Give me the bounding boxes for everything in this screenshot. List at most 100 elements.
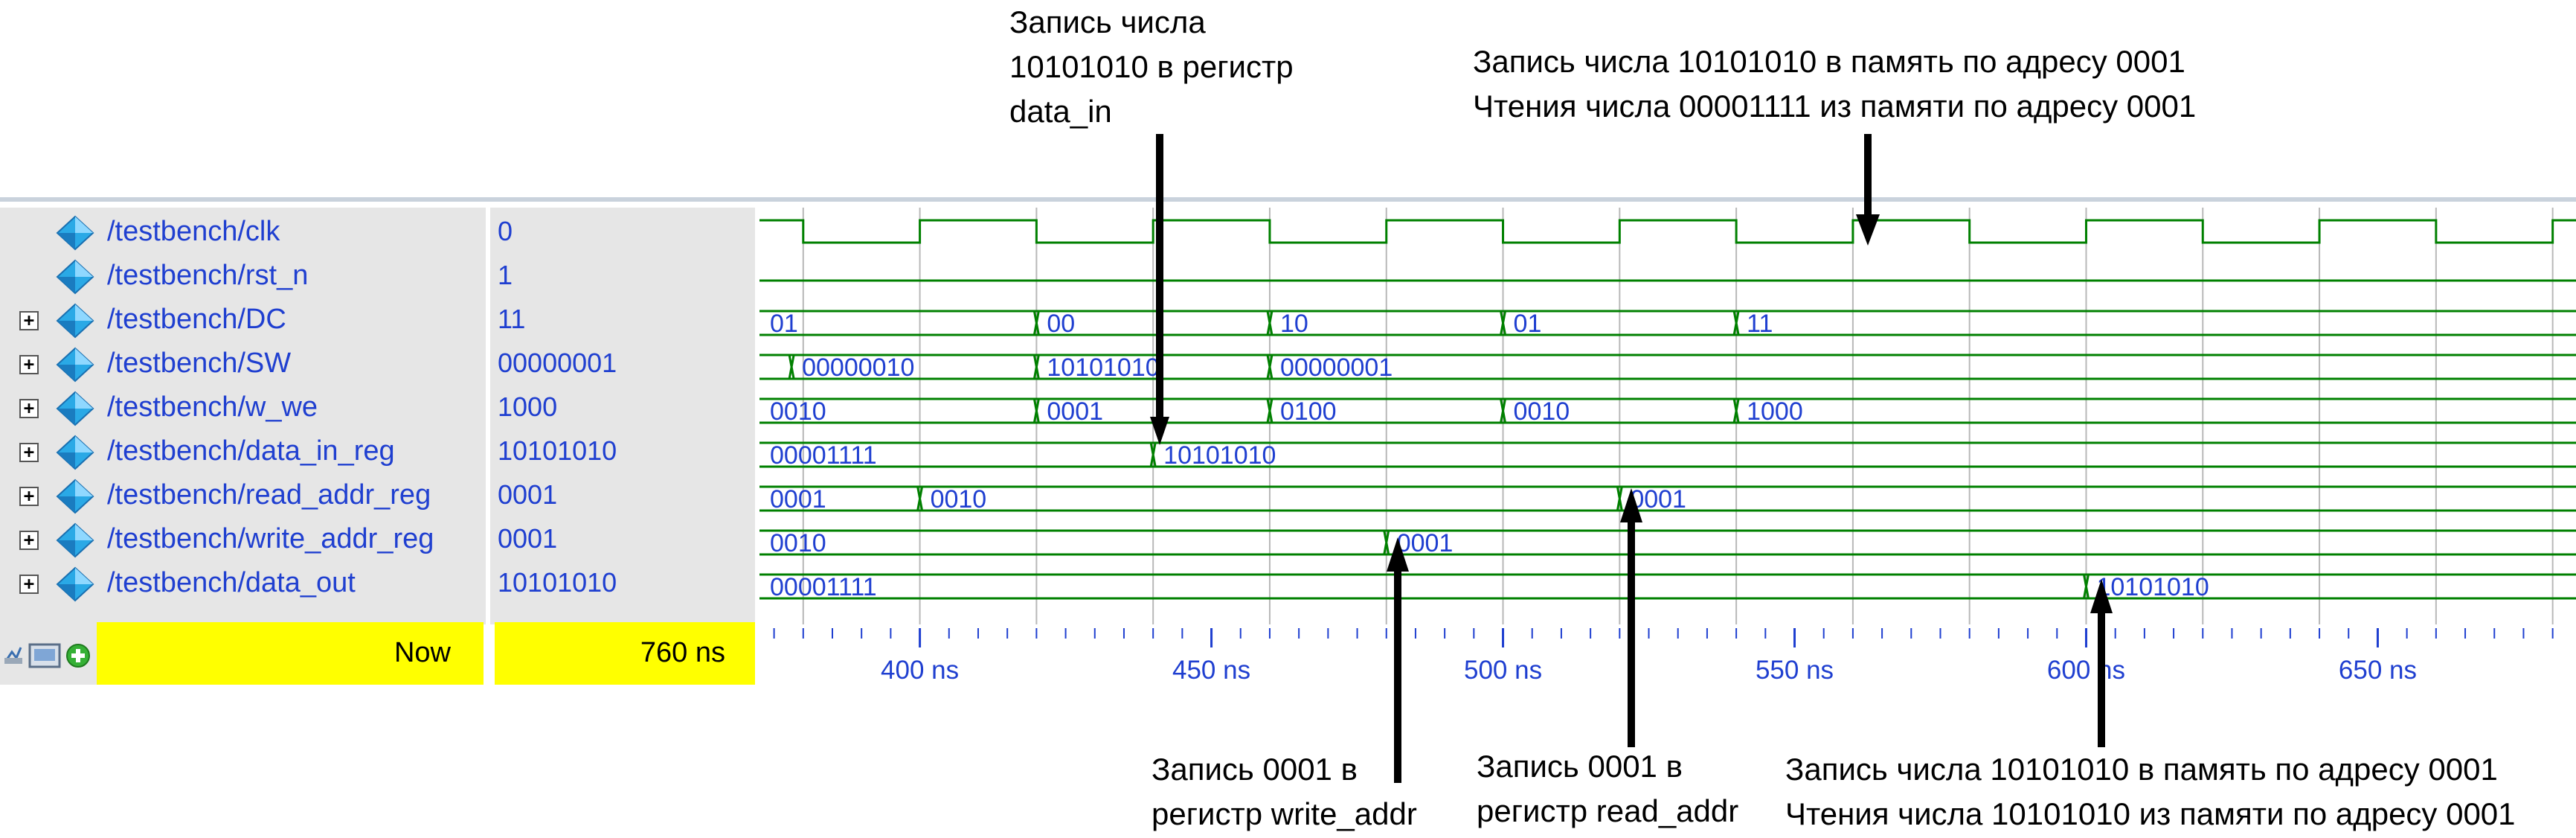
blue-diamond-icon (56, 347, 94, 383)
blue-diamond-icon (56, 566, 94, 602)
bus-transition (1616, 486, 1623, 511)
signal-value-row: 0 (490, 210, 755, 254)
bus-value-label: 0001 (1630, 485, 1686, 514)
zoom-icon[interactable] (28, 643, 61, 668)
annotation-line: Запись числа (1009, 4, 1206, 39)
bus-transition (1266, 398, 1273, 423)
signal-value-row: 00000001 (490, 342, 755, 386)
bus-value-label: 01 (1514, 310, 1542, 338)
signal-names-pane: /testbench/clk/testbench/rst_n + /testbenc… (0, 208, 490, 624)
waveform-pane[interactable]: 01 00 10 01 11 00000010 10101010 00000001 0010 00… (759, 208, 2576, 624)
annotation-line: Запись 0001 в (1152, 752, 1358, 787)
blue-diamond-icon (56, 303, 94, 339)
bus-transition (1149, 442, 1157, 467)
signal-name[interactable]: /testbench/SW (107, 348, 292, 379)
bus-value-label: 00000001 (1280, 354, 1393, 382)
signal-value-row: 1000 (490, 386, 755, 429)
annotation-line: регистр write_addr (1152, 796, 1417, 831)
signal-row[interactable]: + /testbench/DC (0, 298, 486, 342)
annotation-line: Чтения числа 10101010 из памяти по адрес… (1785, 796, 2516, 831)
signal-name[interactable]: /testbench/w_we (107, 391, 318, 423)
window-top-border (0, 197, 2576, 202)
wave-toolbar-icon-group[interactable] (0, 622, 97, 685)
signal-value: 10101010 (498, 567, 617, 598)
wave-toolbar[interactable] (0, 622, 97, 685)
signal-row[interactable]: /testbench/clk (0, 210, 486, 254)
bus-transition (1500, 398, 1507, 423)
plus-box-icon[interactable]: + (19, 311, 39, 330)
plus-box-icon[interactable]: + (19, 487, 39, 506)
bus-value-label: 0001 (1397, 529, 1454, 557)
signal-value: 0001 (498, 479, 558, 510)
signal-name[interactable]: /testbench/clk (107, 216, 280, 247)
annotation-line: data_in (1009, 94, 1112, 129)
signal-name[interactable]: /testbench/data_in_reg (107, 435, 395, 467)
bus-transition (788, 354, 795, 380)
bus-transition (1500, 310, 1507, 336)
plus-box-icon[interactable]: + (19, 531, 39, 550)
time-axis[interactable]: 400 ns 450 ns 500 ns 550 ns 600 ns 650 ns (759, 622, 2576, 685)
signal-value-row: 10101010 (490, 429, 755, 473)
signal-row[interactable]: + /testbench/SW (0, 342, 486, 386)
plus-box-icon[interactable]: + (19, 399, 39, 418)
annotation-line: 10101010 в регистр (1009, 49, 1294, 84)
blue-diamond-icon (56, 479, 94, 514)
axis-tick-label: 400 ns (881, 656, 959, 685)
blue-diamond-icon (56, 259, 94, 295)
annotation-top-right: Запись числа 10101010 в память по адресу… (1473, 39, 2196, 129)
bus-value-label: 10101010 (2096, 573, 2209, 601)
signal-name[interactable]: /testbench/rst_n (107, 260, 309, 291)
signal-row[interactable]: + /testbench/data_out (0, 561, 486, 605)
bus-transition (1032, 310, 1040, 336)
plus-box-icon[interactable]: + (19, 443, 39, 462)
signal-value-row: 0001 (490, 473, 755, 517)
bus-value-label: 0010 (770, 529, 826, 557)
annotation-line: Запись числа 10101010 в память по адресу… (1473, 44, 2185, 79)
annotation-line: Чтения числа 00001111 из памяти по адрес… (1473, 89, 2197, 124)
signal-name[interactable]: /testbench/data_out (107, 567, 356, 598)
annotation-read-addr: Запись 0001 в регистр read_addr (1477, 744, 1738, 834)
blue-diamond-icon (56, 215, 94, 251)
signal-row[interactable]: + /testbench/write_addr_reg (0, 517, 486, 561)
signal-name[interactable]: /testbench/read_addr_reg (107, 479, 431, 511)
signal-row[interactable]: + /testbench/read_addr_reg (0, 473, 486, 517)
now-time-cell: 760 ns (495, 622, 755, 685)
wave-toolbar-icon[interactable] (4, 647, 22, 664)
signal-value: 0001 (498, 523, 558, 554)
plus-box-icon[interactable]: + (19, 575, 39, 594)
bus-value-label: 0010 (1514, 397, 1570, 426)
bus-value-label: 0100 (1280, 397, 1337, 426)
bus-value-label: 0010 (770, 397, 826, 426)
bus-transition (916, 486, 924, 511)
bus-transition (1032, 354, 1040, 380)
axis-tick-label: 450 ns (1172, 656, 1250, 685)
annotation-data-in: Запись числа 10101010 в регистр data_in (1009, 0, 1294, 134)
signal-name[interactable]: /testbench/DC (107, 304, 286, 335)
bus-transition (1732, 398, 1740, 423)
signal-name[interactable]: /testbench/write_addr_reg (107, 523, 434, 554)
bus-value-label: 10 (1280, 310, 1308, 338)
signal-row[interactable]: + /testbench/data_in_reg (0, 429, 486, 473)
bus-value-label: 00001111 (770, 573, 877, 601)
blue-diamond-icon (56, 391, 94, 426)
arrow-to-data-in (1150, 134, 1169, 445)
annotation-write-addr: Запись 0001 в регистр write_addr (1152, 747, 1417, 837)
signal-value: 10101010 (498, 435, 617, 466)
now-label: Now (394, 637, 451, 668)
add-icon[interactable] (66, 644, 90, 668)
bus-transition (1266, 310, 1273, 336)
annotation-line: Запись 0001 в (1477, 749, 1683, 784)
bus-value-label: 1000 (1747, 397, 1803, 426)
arrow-to-write-addr (1387, 537, 1409, 783)
bus-value-label: 01 (770, 310, 798, 338)
annotation-line: Запись числа 10101010 в память по адресу… (1785, 752, 2498, 787)
bus-value-label: 00 (1047, 310, 1075, 338)
plus-box-icon[interactable]: + (19, 355, 39, 374)
signal-row[interactable]: + /testbench/w_we (0, 386, 486, 429)
clk-waveform (759, 219, 2576, 244)
signal-row[interactable]: /testbench/rst_n (0, 254, 486, 298)
annotation-line: регистр read_addr (1477, 793, 1739, 828)
signal-value-row: 0001 (490, 517, 755, 561)
bus-transition (1266, 354, 1273, 380)
